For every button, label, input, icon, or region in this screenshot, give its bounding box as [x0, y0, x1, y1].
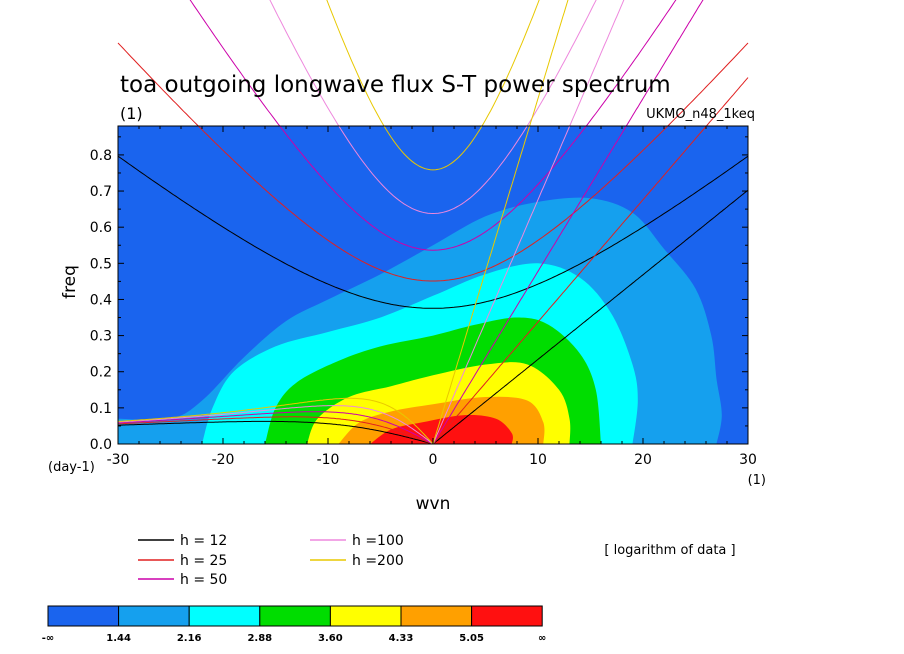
- gravity-wave-h100: [269, 0, 597, 215]
- y-tick-label: 0.3: [90, 329, 112, 345]
- y-tick-label: 0.4: [90, 292, 112, 308]
- x-tick-label: -30: [107, 452, 130, 468]
- colorbar-label: -∞: [42, 633, 54, 644]
- kelvin-wave-h200: [432, 0, 569, 444]
- legend-label: h = 12: [180, 533, 227, 549]
- colorbar-swatch: [188, 605, 261, 627]
- kelvin-wave-h12: [432, 189, 749, 444]
- colorbar: -∞ 1.44 2.16 2.88 3.60 4.33 5.05 ∞: [42, 605, 546, 644]
- gravity-wave-h12: [117, 155, 749, 309]
- legend-label: h =200: [352, 553, 404, 569]
- y-tick-label: 0.1: [90, 401, 112, 417]
- rossby-wave-h200: [117, 397, 434, 444]
- x-tick-label: 10: [529, 452, 547, 468]
- colorbar-label: ∞: [538, 633, 546, 644]
- x-tick-label: -10: [317, 452, 340, 468]
- colorbar-label: 1.44: [106, 633, 131, 644]
- colorbar-swatch: [118, 605, 190, 627]
- kelvin-wave-h100: [432, 0, 625, 444]
- colorbar-label: 2.88: [247, 633, 272, 644]
- dispersion-curve-h200: [117, 0, 569, 444]
- rossby-wave-h25: [118, 416, 434, 444]
- gravity-wave-h25: [117, 42, 749, 282]
- y-tick-label: 0.7: [90, 184, 112, 200]
- colorbar-swatch: [471, 605, 543, 627]
- colorbar-label: 2.16: [177, 633, 202, 644]
- x-tick-label: -20: [212, 452, 235, 468]
- colorbar-swatch: [329, 605, 402, 627]
- y-tick-label: 0.6: [90, 220, 112, 236]
- dataset-label: UKMO_n48_1keq: [646, 107, 755, 122]
- y-axis-units: (day-1): [48, 460, 95, 475]
- dispersion-curve-h25: [117, 42, 749, 444]
- legend-label: h = 50: [180, 572, 227, 588]
- x-tick-label: 0: [429, 452, 438, 468]
- log-note: [ logarithm of data ]: [604, 543, 735, 558]
- y-tick-label: 0.2: [90, 365, 112, 381]
- dispersion-curve-h100: [117, 0, 625, 444]
- colorbar-label: 5.05: [459, 633, 484, 644]
- x-tick-label: 30: [739, 452, 757, 468]
- dispersion-curve-h50: [117, 0, 704, 444]
- y-tick-label: 0.5: [90, 256, 112, 272]
- colorbar-swatch: [400, 605, 473, 627]
- legend-label: h =100: [352, 533, 404, 549]
- x-tick-label: 20: [634, 452, 652, 468]
- axes: -30 -20 -10 0 10 20 30 0.0 0.1 0.2 0.3 0.4 0.5 0.6 0.7…: [90, 126, 757, 468]
- rossby-wave-h50: [117, 411, 434, 444]
- kelvin-wave-h50: [432, 0, 704, 444]
- colorbar-label: 3.60: [318, 633, 343, 644]
- y-tick-label: 0.8: [90, 148, 112, 164]
- rossby-wave-h12: [118, 420, 434, 444]
- legend: h = 12 h = 25 h = 50 h =100 h =200: [138, 533, 404, 588]
- kelvin-wave-h25: [432, 77, 749, 444]
- rossby-wave-h100: [117, 405, 434, 444]
- colorbar-swatch: [259, 605, 331, 627]
- x-axis-label: wvn: [416, 494, 451, 514]
- gravity-wave-h200: [326, 0, 540, 171]
- y-tick-label: 0.0: [90, 437, 112, 453]
- dispersion-curve-h12: [117, 155, 749, 444]
- chart-title: toa outgoing longwave flux S-T power spe…: [120, 72, 671, 98]
- spectrum-contours: [118, 126, 748, 444]
- y-axis-label: freq: [60, 265, 80, 299]
- legend-label: h = 25: [180, 553, 227, 569]
- gravity-wave-h50: [189, 0, 677, 251]
- colorbar-swatch: [47, 605, 120, 627]
- chart-units: (1): [120, 104, 143, 123]
- colorbar-label: 4.33: [389, 633, 414, 644]
- dispersion-curves: [117, 0, 749, 444]
- x-axis-units: (1): [748, 473, 766, 488]
